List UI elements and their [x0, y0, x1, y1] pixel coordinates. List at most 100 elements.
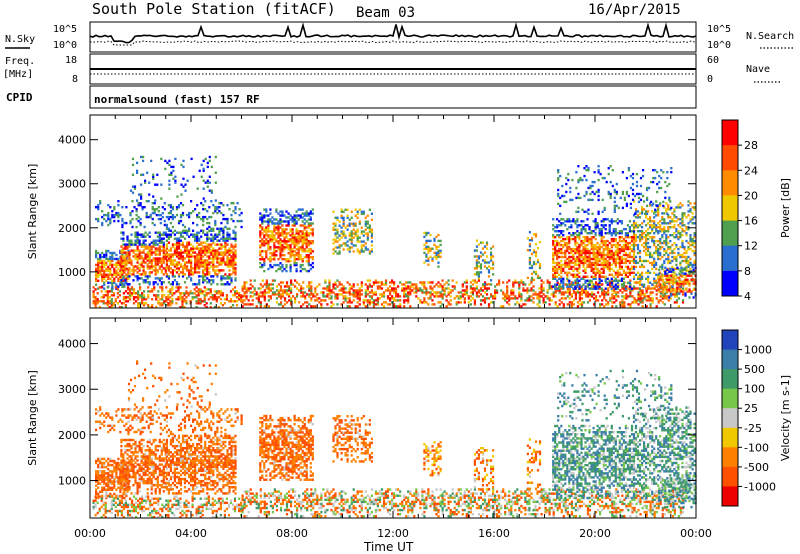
echo-cell: [120, 302, 123, 305]
echo-cell: [196, 257, 199, 260]
echo-cell: [620, 273, 623, 276]
echo-cell: [177, 255, 181, 258]
echo-cell: [156, 247, 159, 250]
echo-cell: [220, 263, 223, 266]
echo-cell: [204, 273, 207, 276]
echo-cell: [556, 243, 559, 247]
sky-label: N.Sky: [5, 34, 35, 45]
echo-cell: [641, 285, 644, 288]
echo-cell: [279, 293, 283, 296]
echo-cell: [620, 259, 623, 263]
echo-cell: [651, 228, 654, 231]
echo-cell: [158, 247, 161, 250]
echo-cell: [110, 300, 113, 303]
echo-cell: [645, 305, 648, 308]
echo-cell: [562, 243, 565, 247]
echo-cell: [305, 246, 308, 249]
echo-cell: [142, 239, 145, 242]
echo-cell: [657, 226, 660, 229]
echo-cell: [534, 262, 538, 266]
echo-cell: [161, 206, 164, 209]
echo-cell: [552, 291, 555, 294]
echo-cell: [202, 167, 205, 171]
echo-cell: [269, 212, 272, 215]
echo-cell: [208, 261, 211, 264]
echo-cell: [534, 235, 538, 238]
echo-cell: [588, 239, 591, 243]
echo-cell: [572, 303, 575, 306]
echo-cell: [659, 237, 662, 241]
echo-cell: [627, 287, 630, 290]
echo-cell: [103, 261, 106, 265]
echo-cell: [175, 283, 179, 286]
echo-cell: [177, 263, 181, 266]
echo-cell: [554, 295, 557, 298]
echo-cell: [128, 267, 131, 270]
echo-cell: [283, 220, 286, 223]
echo-cell: [226, 283, 229, 286]
echo-cell: [634, 259, 638, 263]
echo-cell: [485, 287, 489, 290]
echo-cell: [165, 225, 168, 229]
echo-cell: [477, 295, 480, 298]
echo-cell: [348, 218, 351, 221]
echo-cell: [562, 269, 565, 273]
echo-cell: [200, 243, 203, 246]
echo-cell: [490, 293, 493, 296]
echo-cell: [255, 305, 258, 308]
echo-cell: [620, 279, 623, 282]
echo-cell: [534, 291, 537, 294]
echo-cell: [328, 279, 331, 282]
echo-cell: [546, 289, 549, 292]
echo-cell: [366, 232, 369, 235]
echo-cell: [101, 275, 104, 278]
echo-cell: [663, 247, 666, 251]
echo-cell: [121, 219, 124, 223]
echo-cell: [293, 218, 296, 221]
echo-cell: [150, 267, 153, 270]
echo-cell: [663, 230, 666, 233]
echo-cell: [275, 218, 278, 221]
echo-cell: [164, 257, 167, 260]
echo-cell: [572, 287, 575, 290]
echo-cell: [651, 263, 654, 267]
echo-cell: [103, 273, 106, 276]
echo-cell: [588, 249, 591, 253]
echo-cell: [152, 251, 155, 254]
echo-cell: [99, 255, 102, 259]
echo-cell: [220, 211, 223, 215]
echo-cell: [165, 263, 168, 266]
echo-cell: [158, 241, 161, 244]
echo-cell: [328, 281, 331, 284]
echo-cell: [124, 247, 127, 250]
echo-cell: [340, 210, 343, 213]
echo-cell: [659, 247, 662, 251]
echo-cell: [616, 245, 619, 249]
echo-cell: [140, 193, 143, 196]
echo-cell: [366, 289, 369, 292]
echo-cell: [267, 218, 270, 221]
echo-cell: [122, 233, 125, 236]
echo-cell: [592, 251, 595, 255]
echo-cell: [267, 240, 270, 243]
echo-cell: [659, 224, 662, 227]
echo-cell: [556, 289, 559, 292]
echo-cell: [576, 305, 579, 308]
echo-cell: [124, 300, 127, 303]
echo-cell: [206, 271, 209, 274]
echo-cell: [194, 255, 197, 258]
echo-cell: [649, 202, 652, 205]
echo-cell: [293, 244, 296, 247]
echo-cell: [322, 293, 325, 296]
echo-cell: [344, 299, 347, 302]
echo-cell: [142, 235, 145, 238]
echo-cell: [204, 251, 207, 254]
echo-cell: [297, 252, 300, 255]
echo-cell: [154, 277, 157, 280]
echo-cell: [106, 290, 109, 293]
echo-cell: [360, 250, 363, 253]
echo-cell: [241, 289, 244, 292]
echo-cell: [132, 249, 135, 252]
echo-cell: [435, 295, 438, 298]
echo-cell: [346, 240, 349, 243]
